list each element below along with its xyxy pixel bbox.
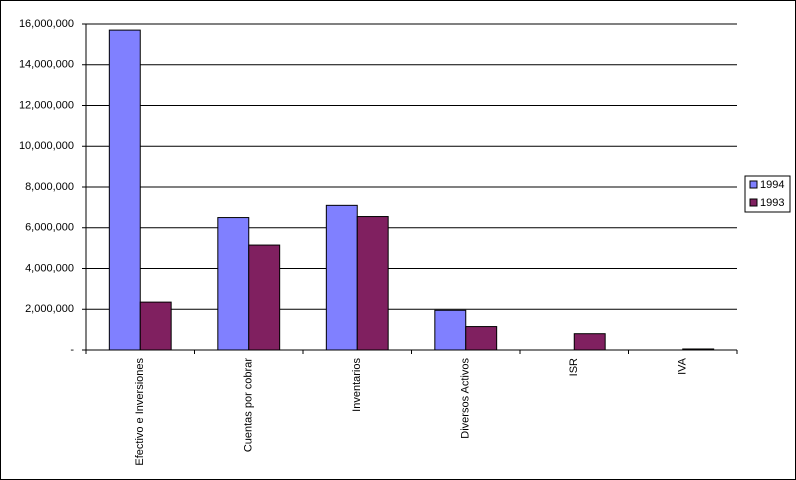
y-tick-label: 12,000,000 bbox=[19, 99, 74, 111]
bar bbox=[573, 333, 606, 351]
bar bbox=[356, 216, 389, 351]
x-tick-label: Efectivo e Inversiones bbox=[134, 358, 146, 466]
x-tick-label: ISR bbox=[568, 358, 580, 376]
y-tick-label: 4,000,000 bbox=[25, 262, 74, 274]
y-tick-label: 14,000,000 bbox=[19, 59, 74, 71]
legend-swatch bbox=[749, 198, 758, 207]
bar bbox=[325, 204, 358, 351]
x-tick-label: IVA bbox=[677, 357, 689, 375]
y-tick-label: 8,000,000 bbox=[25, 181, 74, 193]
bar bbox=[139, 301, 172, 351]
bar bbox=[465, 326, 498, 351]
y-tick-label: 10,000,000 bbox=[19, 140, 74, 152]
legend-swatch bbox=[749, 180, 758, 189]
x-tick-label: Inventarios bbox=[351, 358, 363, 412]
y-tick-label: 2,000,000 bbox=[25, 303, 74, 315]
x-tick-label: Diversos Activos bbox=[460, 358, 472, 439]
y-tick-label: - bbox=[70, 344, 74, 356]
x-tick-label: Cuentas por cobrar bbox=[243, 358, 255, 452]
legend-label: 1993 bbox=[760, 197, 784, 209]
bar bbox=[217, 217, 250, 351]
y-tick-label: 6,000,000 bbox=[25, 222, 74, 234]
y-tick-label: 16,000,000 bbox=[19, 18, 74, 30]
bar bbox=[248, 244, 281, 351]
bar bbox=[434, 309, 467, 351]
legend-label: 1994 bbox=[760, 179, 784, 191]
bar bbox=[108, 29, 141, 351]
